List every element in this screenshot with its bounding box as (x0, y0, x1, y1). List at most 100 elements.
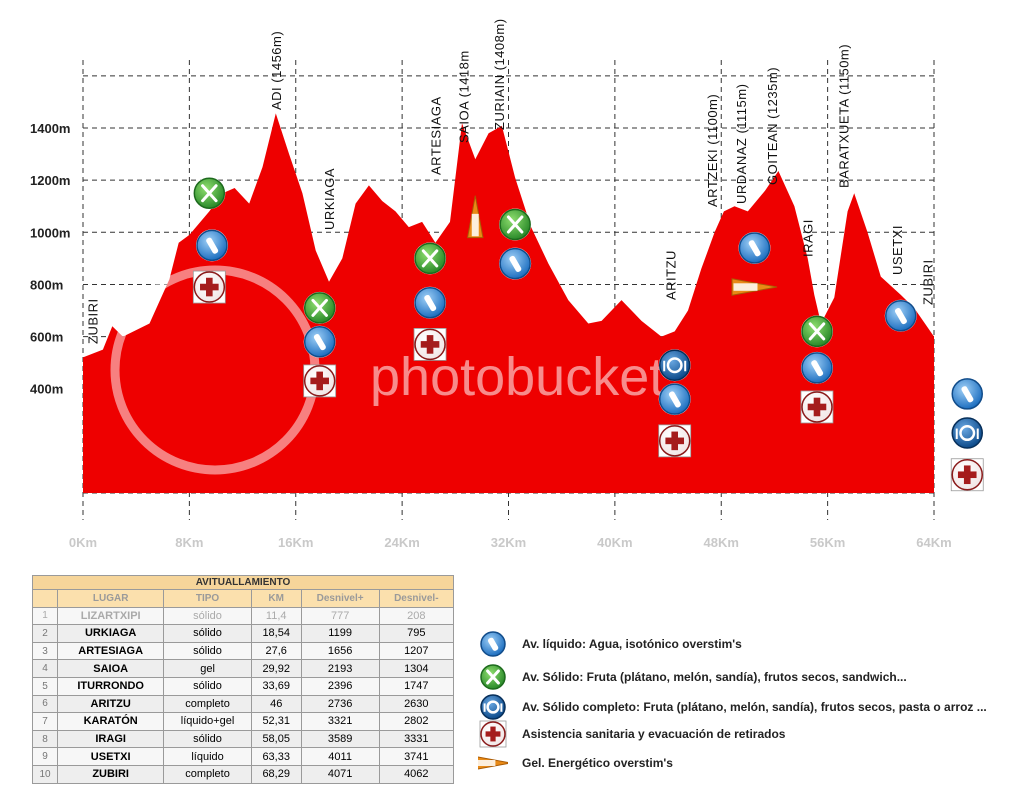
overstim-gel-icon (731, 278, 778, 296)
cell-lugar: URKIAGA (56, 624, 165, 643)
legend-item-water: Av. líquido: Agua, isotónico overstim's (478, 630, 742, 658)
complete-meal-icon (951, 417, 984, 450)
water-bottle-icon (951, 377, 984, 410)
cell-km: 27,6 (250, 641, 302, 661)
cell-num: 3 (32, 641, 58, 661)
place-label: SAIOA (1418m (456, 50, 471, 143)
cell-lugar: ARITZU (56, 694, 165, 714)
cell-km: 46 (250, 694, 302, 714)
cell-lugar: ITURRONDO (56, 676, 165, 696)
cell-lugar: KARATÓN (56, 712, 165, 731)
x-tick-label: 56Km (810, 535, 845, 550)
cell-desnivel-minus: 1304 (378, 659, 455, 678)
place-label: ZUBIRI (920, 259, 935, 305)
cell-tipo: sólido (163, 641, 252, 661)
water-bottle-icon (303, 325, 336, 358)
cell-desnivel-plus: 2396 (300, 676, 380, 696)
table-row: 2 URKIAGA sólido 18,54 1199 795 (32, 624, 455, 643)
place-label: IRAGI (801, 219, 816, 257)
cell-desnivel-minus: 2630 (378, 694, 455, 714)
cell-desnivel-plus: 777 (300, 606, 380, 626)
x-tick-label: 24Km (384, 535, 419, 550)
x-tick-label: 40Km (597, 535, 632, 550)
place-label: ADI (1456m) (269, 31, 284, 110)
medical-cross-icon (413, 328, 447, 361)
cell-tipo: sólido (163, 624, 252, 643)
cell-lugar: ZUBIRI (56, 764, 165, 784)
legend-label: Av. Sólido: Fruta (plátano, melón, sandí… (522, 670, 907, 684)
cell-km: 52,31 (250, 712, 302, 731)
cell-tipo: sólido (163, 729, 252, 749)
medical-cross-icon (658, 424, 692, 458)
cell-lugar: SAIOA (56, 659, 165, 678)
cell-desnivel-plus: 1199 (300, 624, 380, 643)
cell-num: 7 (32, 712, 58, 731)
water-bottle-icon (414, 286, 447, 319)
cell-tipo: líquido (163, 747, 252, 766)
solid-fork-knife-icon (499, 208, 532, 241)
cell-km: 18,54 (250, 624, 302, 643)
table-row: 10 ZUBIRI completo 68,29 4071 4062 (32, 764, 455, 784)
place-label: ARTZEKI (1100m) (705, 94, 720, 207)
y-tick-label: 1200m (30, 173, 70, 188)
water-bottle-icon (800, 351, 833, 384)
cell-tipo: sólido (163, 676, 252, 696)
place-label: USETXI (890, 225, 905, 275)
cell-num: 5 (32, 676, 58, 696)
supply-table: AVITUALLAMIENTO LUGAR TIPO KM Desnivel+ … (32, 575, 455, 784)
water-bottle-icon (195, 229, 228, 262)
cell-num: 9 (32, 747, 58, 766)
table-row: 3 ARTESIAGA sólido 27,6 1656 1207 (32, 641, 455, 661)
cell-desnivel-minus: 4062 (378, 764, 455, 784)
table-row: 7 KARATÓN líquido+gel 52,31 3321 2802 (32, 712, 455, 731)
cell-num: 6 (32, 694, 58, 714)
overstim-gel-icon (466, 195, 484, 239)
elevation-profile-chart: 400m 600m 800m 1000m 1200m 1400m 0Km 8Km 16Km 24… (30, 18, 984, 550)
legend-item-medical: Asistencia sanitaria y evacuación de ret… (478, 720, 785, 748)
table-row: 8 IRAGI sólido 58,05 3589 3331 (32, 729, 455, 749)
elevation-area (83, 113, 934, 494)
table-header-desnivel-minus: Desnivel- (378, 589, 455, 608)
legend-label: Asistencia sanitaria y evacuación de ret… (522, 727, 786, 741)
water-bottle-icon (658, 383, 691, 416)
legend-label: Av. Sólido completo: Fruta (plátano, mel… (522, 700, 987, 714)
medical-cross-icon (192, 270, 226, 304)
cell-desnivel-minus: 3741 (378, 747, 455, 766)
place-label: URKIAGA (322, 168, 337, 230)
y-tick-label: 1400m (30, 121, 70, 136)
cell-num: 4 (32, 659, 58, 678)
medical-cross-icon (950, 458, 984, 492)
x-tick-label: 32Km (491, 535, 526, 550)
complete-meal-icon (658, 349, 691, 382)
solid-fork-knife-icon (800, 315, 833, 348)
cell-desnivel-minus: 3331 (378, 729, 455, 749)
table-header-num (32, 589, 58, 608)
cell-desnivel-plus: 3589 (300, 729, 380, 749)
legend-item-meal: Av. Sólido completo: Fruta (plátano, mel… (478, 693, 987, 721)
y-tick-label: 400m (30, 382, 63, 397)
cell-desnivel-plus: 1656 (300, 641, 380, 661)
place-label: GOITEAN (1235m) (765, 67, 780, 185)
water-bottle-icon (480, 631, 506, 657)
table-header-desnivel-plus: Desnivel+ (300, 589, 380, 608)
table-header-km: KM (250, 589, 302, 608)
cell-tipo: líquido+gel (163, 712, 252, 731)
x-tick-label: 0Km (69, 535, 97, 550)
medical-cross-icon (800, 390, 834, 424)
cell-km: 11,4 (250, 606, 302, 626)
medical-cross-icon (479, 720, 507, 748)
cell-tipo: completo (163, 764, 252, 784)
place-label: ARITZU (664, 250, 679, 300)
cell-tipo: gel (163, 659, 252, 678)
cell-num: 10 (32, 764, 58, 784)
table-row: 9 USETXI líquido 63,33 4011 3741 (32, 747, 455, 766)
place-label: ZUBIRI (85, 298, 100, 344)
y-tick-label: 1000m (30, 225, 70, 240)
supply-table-container: AVITUALLAMIENTO LUGAR TIPO KM Desnivel+ … (32, 575, 455, 784)
cell-lugar: ARTESIAGA (56, 641, 165, 661)
x-tick-label: 64Km (916, 535, 951, 550)
x-tick-label: 48Km (704, 535, 739, 550)
cell-km: 29,92 (250, 659, 302, 678)
cell-desnivel-minus: 208 (378, 606, 455, 626)
cell-lugar: IRAGI (56, 729, 165, 749)
